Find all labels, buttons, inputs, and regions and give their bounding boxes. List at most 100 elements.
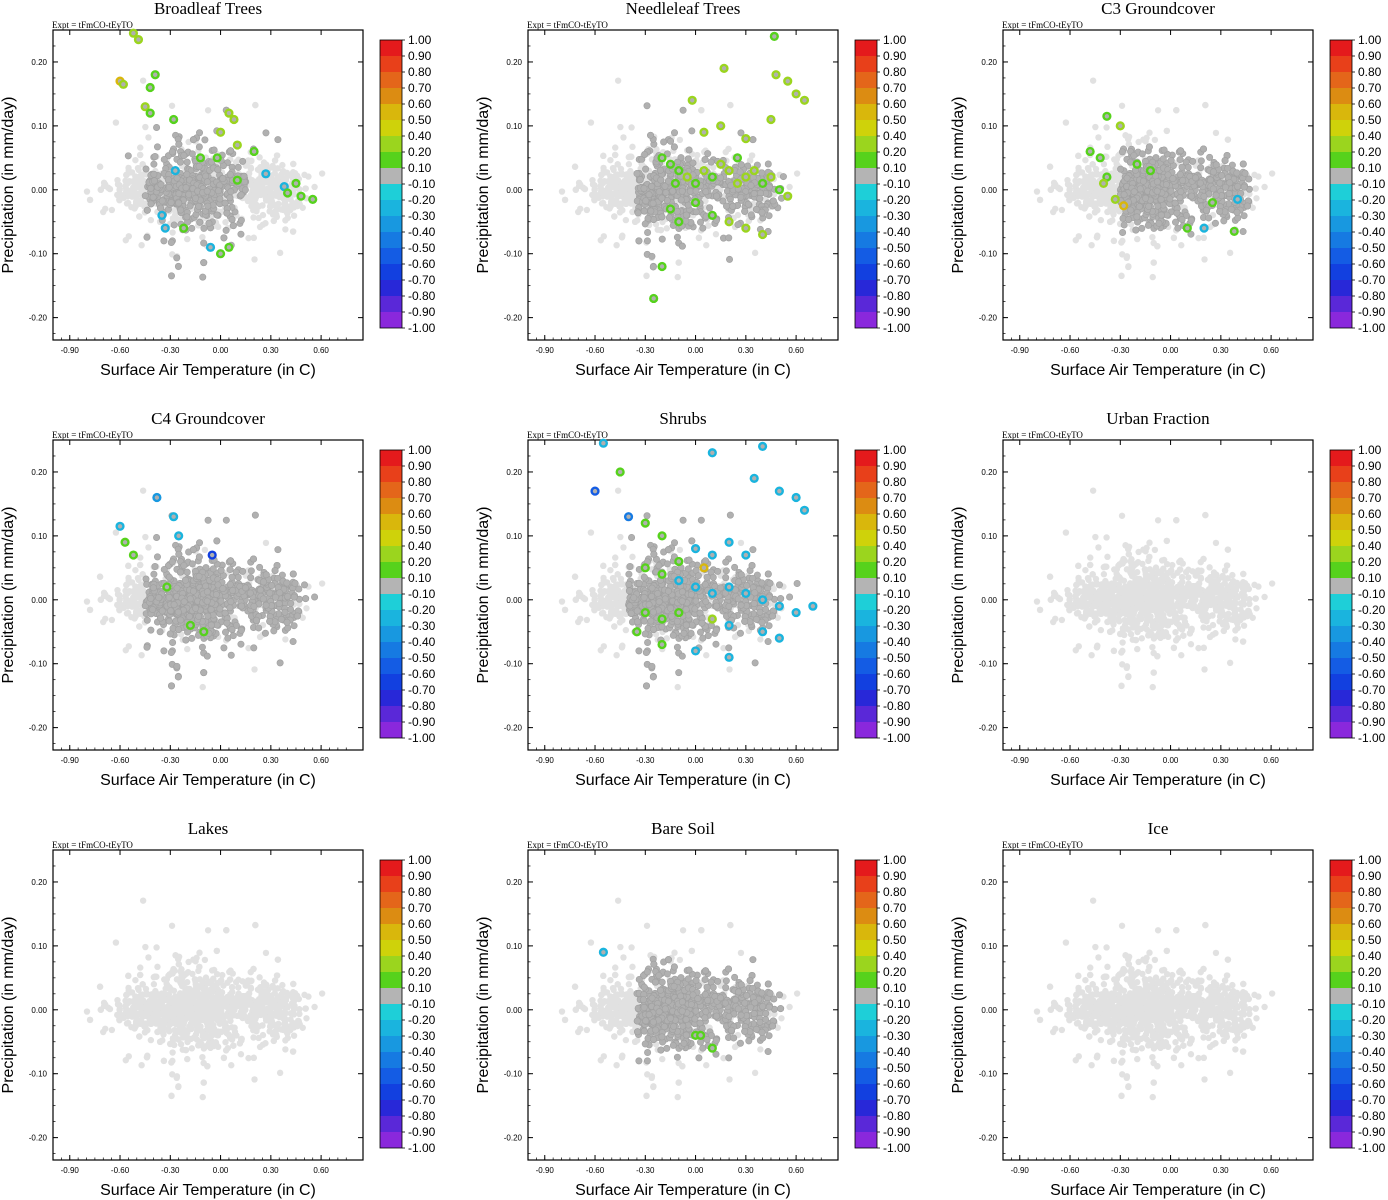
neutral-point	[216, 195, 224, 203]
background-point	[290, 160, 297, 168]
neutral-point	[175, 140, 183, 148]
background-point	[123, 171, 130, 179]
background-point	[276, 249, 284, 257]
neutral-point	[1142, 194, 1150, 202]
background-point	[247, 164, 254, 171]
background-point	[281, 199, 289, 206]
neutral-point	[1176, 156, 1184, 164]
neutral-point	[237, 191, 245, 199]
background-point	[1154, 107, 1162, 114]
x-tick-label: 0.00	[213, 346, 229, 355]
x-axis-label: Surface Air Temperature (in C)	[100, 362, 316, 379]
neutral-point	[666, 214, 674, 222]
background-point	[628, 124, 635, 131]
neutral-point	[655, 188, 663, 196]
neutral-point	[158, 197, 166, 205]
background-point	[1224, 136, 1232, 143]
background-point	[138, 241, 145, 249]
data-point	[282, 188, 293, 198]
background-point	[268, 192, 275, 199]
background-point	[1202, 101, 1209, 109]
background-point	[1170, 234, 1178, 242]
colorbar-label: -0.40	[408, 225, 436, 239]
neutral-point	[656, 166, 664, 174]
data-point	[699, 166, 709, 176]
neutral-point	[1127, 206, 1135, 214]
colorbar-segment	[855, 136, 877, 152]
neutral-point	[701, 156, 709, 164]
colorbar-label: 0.50	[408, 113, 432, 127]
neutral-point	[176, 158, 184, 166]
background-point	[600, 152, 607, 160]
y-tick-label: -0.10	[29, 250, 48, 259]
data-point	[215, 127, 226, 137]
background-point	[1086, 213, 1093, 220]
data-point	[766, 172, 776, 182]
background-point	[1095, 134, 1102, 141]
neutral-point	[1212, 161, 1220, 169]
neutral-point	[633, 170, 641, 178]
data-point	[308, 194, 318, 204]
y-tick-label: -0.20	[504, 314, 523, 323]
neutral-point	[649, 263, 657, 271]
neutral-point	[173, 254, 181, 262]
neutral-point	[1239, 160, 1247, 168]
background-point	[278, 206, 285, 213]
background-point	[1118, 102, 1126, 109]
background-point	[1154, 242, 1161, 250]
neutral-point	[1212, 191, 1220, 199]
background-point	[116, 186, 123, 194]
x-tick-label: -0.30	[636, 346, 655, 355]
data-point	[170, 166, 180, 176]
colorbar-label: -0.20	[883, 193, 911, 207]
neutral-point	[151, 153, 159, 161]
colorbar-segment	[380, 120, 402, 136]
colorbar-label: 1.00	[883, 33, 907, 47]
background-point	[142, 123, 149, 131]
background-point	[283, 169, 291, 177]
colorbar-segment	[855, 88, 877, 104]
neutral-point	[737, 161, 745, 169]
neutral-point	[226, 194, 234, 202]
neutral-point	[185, 190, 193, 198]
neutral-point	[660, 138, 668, 146]
neutral-point	[667, 137, 675, 145]
data-point	[724, 217, 734, 227]
colorbar-label: -0.30	[408, 209, 436, 223]
background-point	[1268, 170, 1276, 177]
background-point	[271, 157, 279, 164]
neutral-point	[165, 183, 173, 191]
neutral-point	[1233, 208, 1241, 216]
neutral-point	[1220, 217, 1228, 225]
colorbar-segment	[380, 200, 402, 216]
background-point	[1252, 185, 1259, 192]
background-point	[1173, 106, 1180, 114]
colorbar-segment	[855, 280, 877, 296]
colorbar-segment	[380, 248, 402, 264]
neutral-point	[1145, 143, 1153, 151]
neutral-point	[1144, 221, 1152, 229]
colorbar-segment	[855, 248, 877, 264]
neutral-point	[1240, 212, 1248, 220]
background-point	[245, 234, 252, 242]
neutral-point	[1166, 195, 1174, 203]
data-point	[224, 108, 234, 118]
background-point	[1201, 256, 1208, 263]
background-point	[1097, 216, 1105, 224]
neutral-point	[1178, 163, 1186, 171]
background-point	[614, 184, 621, 191]
neutral-point	[717, 174, 725, 182]
neutral-point	[636, 176, 644, 184]
background-point	[625, 161, 633, 168]
neutral-point	[713, 192, 721, 200]
colorbar-segment	[855, 104, 877, 120]
background-point	[114, 181, 122, 188]
colorbar-label: 0.80	[883, 65, 907, 79]
data-point	[249, 146, 259, 157]
data-point	[783, 76, 793, 86]
neutral-point	[183, 170, 191, 178]
neutral-point	[678, 187, 686, 195]
neutral-point	[1135, 203, 1143, 211]
neutral-point	[645, 191, 653, 199]
neutral-point	[688, 127, 696, 135]
